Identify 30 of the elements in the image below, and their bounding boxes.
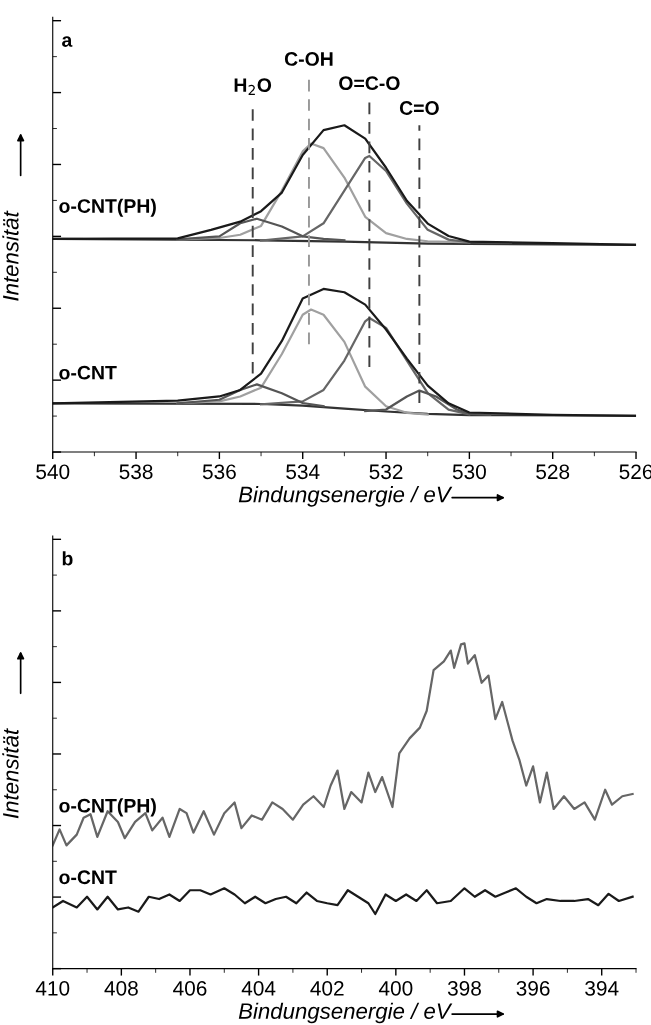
x-tick-label: 398 xyxy=(447,980,481,996)
x-tick-label: 532 xyxy=(369,464,403,480)
x-tick-label: 540 xyxy=(36,464,70,480)
y-axis-title: Intensität xyxy=(2,728,19,819)
ref-line-label: O=C-O xyxy=(339,76,400,91)
x-tick-label: 406 xyxy=(173,980,207,996)
series-label: o-CNT(PH) xyxy=(59,198,156,217)
x-tick-label: 396 xyxy=(516,980,550,996)
ref-line-label: C=O xyxy=(399,101,439,115)
series-label: o-CNT xyxy=(59,365,117,380)
x-tick-label: 530 xyxy=(452,464,486,480)
x-axis-title: Bindungsenergie / eV xyxy=(238,486,453,507)
text: b xyxy=(62,551,73,566)
x-tick-label: 536 xyxy=(202,464,236,480)
x-tick-label: 410 xyxy=(35,980,70,996)
x-tick-label: 534 xyxy=(286,464,320,480)
ref-line-label: C-OH xyxy=(284,52,333,66)
text: a xyxy=(62,36,73,47)
x-tick-label: 538 xyxy=(119,464,153,480)
y-axis-title: Intensität xyxy=(2,210,19,301)
x-tick-label: 404 xyxy=(241,980,276,996)
x-tick-label: 408 xyxy=(104,980,138,996)
series-label: o-CNT xyxy=(59,870,117,885)
x-axis-title: Bindungsenergie / eV xyxy=(238,1002,453,1024)
ref-line-label: H$_{2}$O xyxy=(234,78,272,95)
x-tick-label: 400 xyxy=(378,980,413,996)
x-tick-label: 528 xyxy=(536,464,570,480)
x-tick-label: 402 xyxy=(310,980,344,996)
series-label: o-CNT(PH) xyxy=(59,798,156,817)
x-tick-label: 394 xyxy=(585,980,619,996)
